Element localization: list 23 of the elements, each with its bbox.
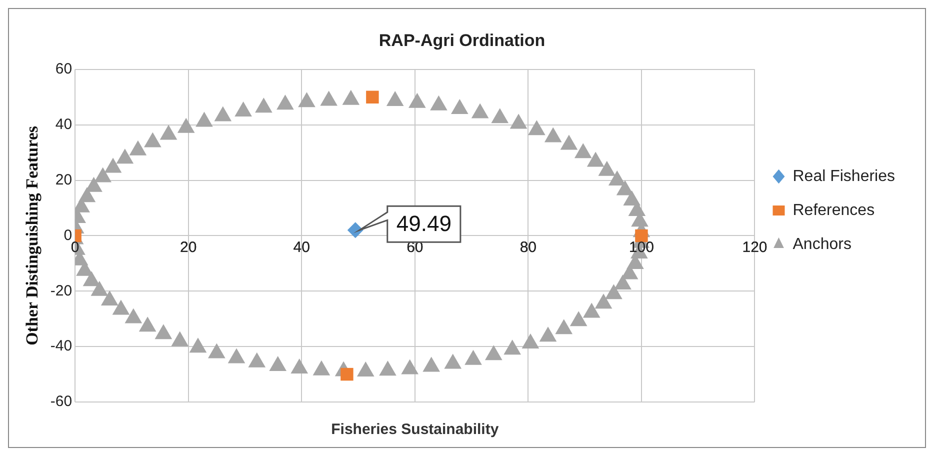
x-axis-title: Fisheries Sustainability [331,421,500,438]
y-tick-label: -40 [50,338,72,355]
point [366,90,379,104]
x-tick-label: 120 [742,238,768,256]
y-tick-label: 40 [55,116,72,133]
y-tick-label: 0 [64,226,72,244]
annotation: 49.49 [396,211,452,236]
legend-label: Real Fisheries [792,168,896,185]
legend-label: Anchors [792,236,852,253]
y-axis-title: Other Distinguishing Features [22,126,42,346]
legend-label: References [792,202,875,219]
chart-title: RAP-Agri Ordination [378,30,546,50]
y-tick-label: 60 [55,60,72,78]
y-tick-label: 20 [55,171,72,188]
point [340,368,354,381]
point [347,222,364,238]
y-tick-label: -60 [50,393,72,410]
x-tick-label: 80 [520,238,537,256]
x-tick-label: 100 [628,238,654,256]
point [635,229,648,242]
x-tick-label: 40 [293,238,310,256]
y-tick-label: -20 [50,282,72,300]
x-tick-label: 20 [180,238,197,256]
